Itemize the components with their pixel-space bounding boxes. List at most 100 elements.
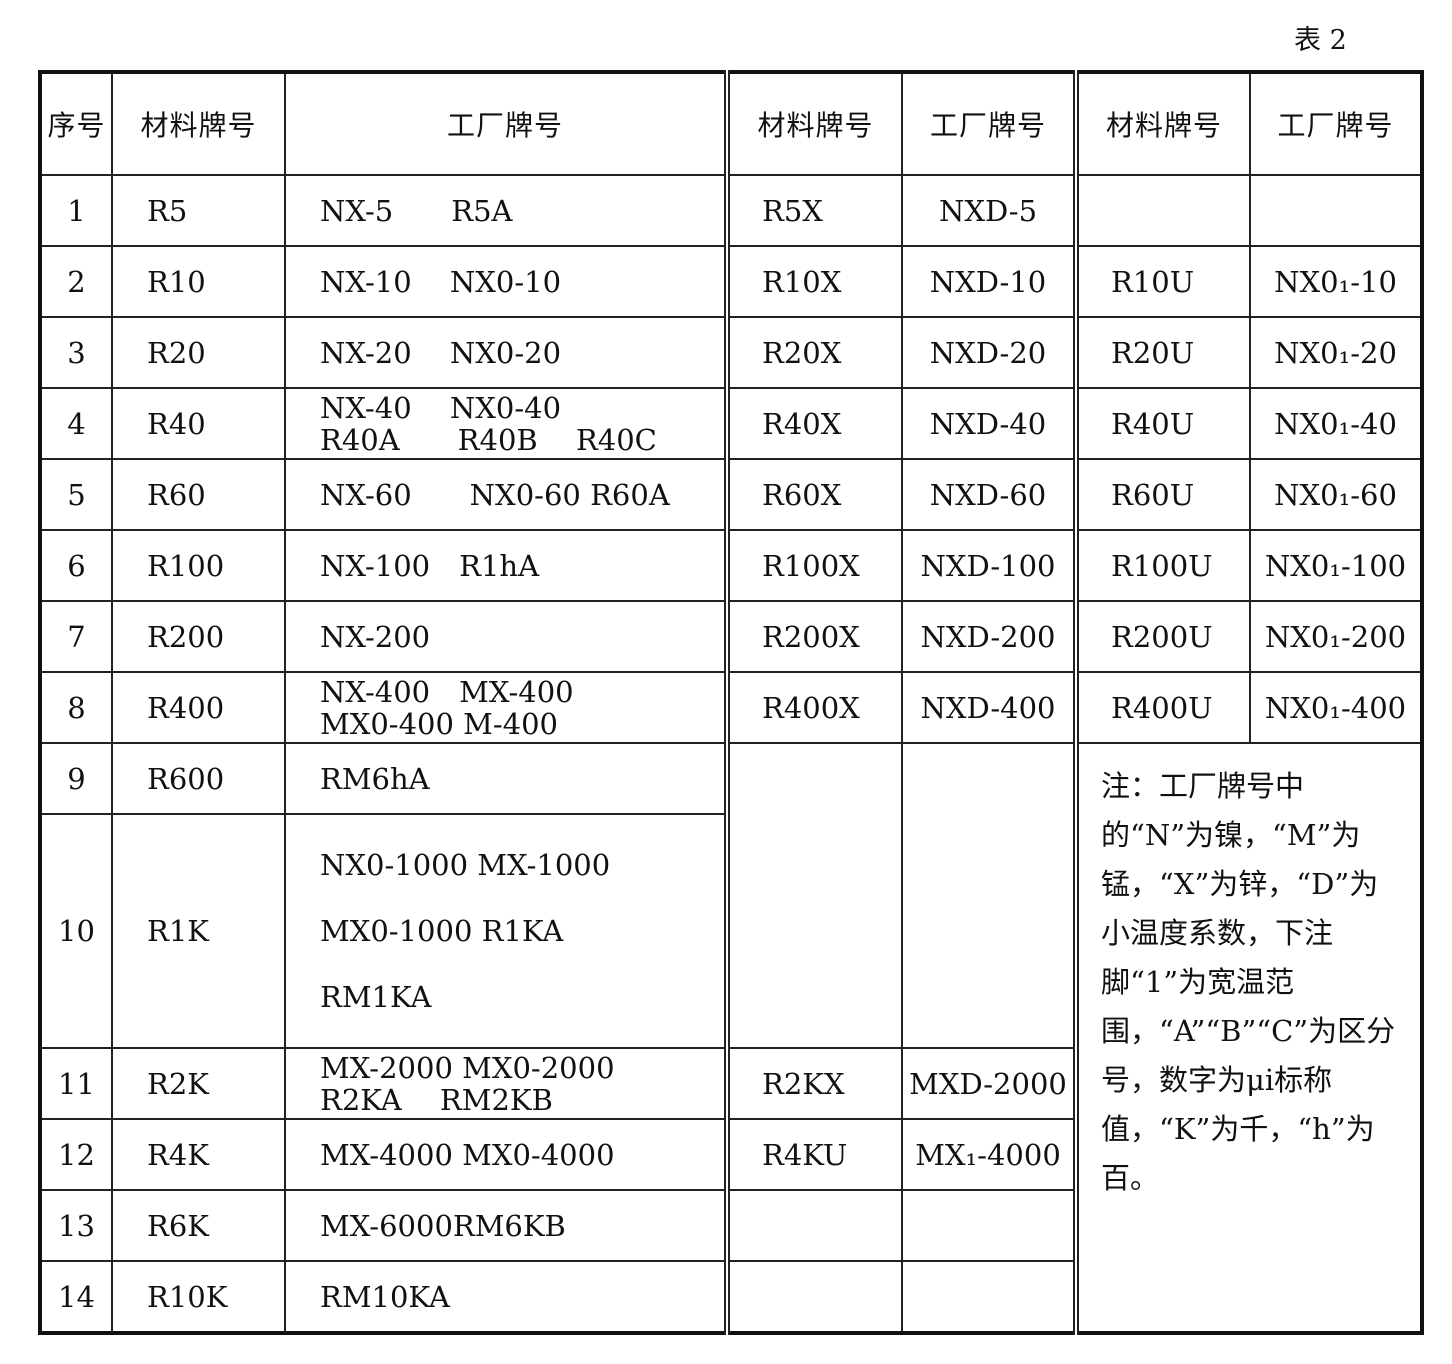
material-grade-table: 序号 材料牌号 工厂牌号 材料牌号 工厂牌号 材料牌号 工厂牌号 1 R5 NX-5… <box>38 70 1424 1335</box>
factory-grade-line: RM1KA <box>320 980 432 1014</box>
factory-grade-2: NXD-40 <box>901 387 1077 460</box>
factory-grades: RM10KA <box>284 1260 728 1334</box>
material-grade: R40 <box>111 387 286 460</box>
factory-grade-line: MX-6000RM6KB <box>320 1208 566 1243</box>
factory-grade-3: NX0₁-400 <box>1249 671 1424 744</box>
factory-grade-line: R2KA RM2KB <box>320 1082 553 1117</box>
factory-grade-line: NX-20 NX0-20 <box>320 335 562 370</box>
table-row: 6 R100 NX-100 R1hA R100X NXD-100 R100U NX0₁-10… <box>38 529 1424 602</box>
material-grade-3: R200U <box>1073 600 1251 673</box>
factory-grade-line: NX-200 <box>320 619 431 654</box>
table-caption: 表 2 <box>1294 25 1347 56</box>
factory-grade-line: MX0-400 M-400 <box>320 706 559 741</box>
material-grade-2: R40X <box>724 387 903 460</box>
material-grade-2: R2KX <box>724 1047 903 1120</box>
material-grade-2: R200X <box>724 600 903 673</box>
material-grade-3: R400U <box>1073 671 1251 744</box>
header-factory-1: 工厂牌号 <box>284 71 728 176</box>
material-grade-2-empty <box>724 742 903 1049</box>
row-number: 11 <box>38 1047 113 1120</box>
row-number: 12 <box>38 1118 113 1191</box>
table-row: 14 R10K RM10KA <box>38 1260 1422 1334</box>
material-grade-3: R20U <box>1073 316 1251 389</box>
factory-grade-3: NX0₁-20 <box>1249 316 1424 389</box>
material-grade-3: R60U <box>1073 458 1251 531</box>
header-row: 序号 材料牌号 工厂牌号 材料牌号 工厂牌号 材料牌号 工厂牌号 <box>38 71 1424 176</box>
material-grade-2: R10X <box>724 245 903 318</box>
table-row: 13 R6K MX-6000RM6KB <box>38 1189 1422 1262</box>
factory-grades: MX-4000 MX0-4000 <box>284 1118 728 1191</box>
material-grade: R4K <box>111 1118 286 1191</box>
factory-grade-line: NX-60 NX0-60 R60A <box>320 477 670 512</box>
material-grade-2: R20X <box>724 316 903 389</box>
row-number: 2 <box>38 245 113 318</box>
factory-grades: RM6hA <box>284 742 728 815</box>
material-grade: R5 <box>111 174 286 247</box>
note-cell: 注：工厂牌号中的“N”为镍，“M”为锰，“X”为锌，“D”为小温度系数，下注脚“… <box>1073 742 1424 1334</box>
row-number: 13 <box>38 1189 113 1262</box>
table-row: 4 R40 NX-40 NX0-40 R40A R40B R40C R40X NXD-40… <box>38 387 1424 460</box>
row-number: 8 <box>38 671 113 744</box>
header-material-1: 材料牌号 <box>111 71 286 176</box>
material-grade: R6K <box>111 1189 286 1262</box>
factory-grade-2: NXD-5 <box>901 174 1077 247</box>
header-factory-3: 工厂牌号 <box>1249 71 1424 176</box>
factory-grades: NX-400 MX-400 MX0-400 M-400 <box>284 671 728 744</box>
factory-grade-2: NXD-10 <box>901 245 1077 318</box>
material-grade-2: R5X <box>724 174 903 247</box>
material-grade: R10 <box>111 245 286 318</box>
row-number: 14 <box>38 1260 113 1334</box>
table-row: 10 R1K NX0-1000 MX-1000 MX0-1000 R1KA RM1KA <box>38 813 1422 1049</box>
factory-grade-3: NX0₁-10 <box>1249 245 1424 318</box>
factory-grade-2: MXD-2000 <box>901 1047 1077 1120</box>
factory-grade-3: NX0₁-60 <box>1249 458 1424 531</box>
factory-grade-2 <box>901 1189 1077 1262</box>
factory-grade-line: MX0-1000 R1KA <box>320 914 564 948</box>
factory-grade-3: NX0₁-40 <box>1249 387 1424 460</box>
factory-grade-3 <box>1249 174 1424 247</box>
table-row: 2 R10 NX-10 NX0-10 R10X NXD-10 R10U NX0₁-10 <box>38 245 1424 318</box>
row-number: 10 <box>38 813 113 1049</box>
table-row: 8 R400 NX-400 MX-400 MX0-400 M-400 R400X NXD-… <box>38 671 1424 744</box>
header-factory-2: 工厂牌号 <box>901 71 1077 176</box>
factory-grades: MX-6000RM6KB <box>284 1189 728 1262</box>
table-row: 9 R600 RM6hA 注：工厂牌号中的“N”为镍，“M”为锰，“X”为锌，“D”为… <box>38 742 1424 1334</box>
row-number: 9 <box>38 742 113 815</box>
header-material-2: 材料牌号 <box>724 71 903 176</box>
header-no: 序号 <box>38 71 113 176</box>
material-grade: R100 <box>111 529 286 602</box>
material-grade-3: R100U <box>1073 529 1251 602</box>
factory-grades: NX-200 <box>284 600 728 673</box>
table-row: 7 R200 NX-200 R200X NXD-200 R200U NX0₁-200 <box>38 600 1424 673</box>
factory-grade-3: NX0₁-200 <box>1249 600 1424 673</box>
material-grade-3 <box>1073 174 1251 247</box>
factory-grade-line: MX-2000 MX0-2000 <box>320 1050 615 1085</box>
factory-grades: NX-60 NX0-60 R60A <box>284 458 728 531</box>
factory-grades: NX-10 NX0-10 <box>284 245 728 318</box>
material-grade-2: R100X <box>724 529 903 602</box>
factory-grade-line: RM10KA <box>320 1279 450 1314</box>
factory-grade-line: NX-400 MX-400 <box>320 674 574 709</box>
factory-grades: NX-20 NX0-20 <box>284 316 728 389</box>
factory-grade-2: NXD-20 <box>901 316 1077 389</box>
factory-grade-2: MX₁-4000 <box>901 1118 1077 1191</box>
table-row: 1 R5 NX-5 R5A R5X NXD-5 <box>38 174 1424 247</box>
table-row: 3 R20 NX-20 NX0-20 R20X NXD-20 R20U NX0₁-20 <box>38 316 1424 389</box>
factory-grade-line: RM6hA <box>320 761 430 796</box>
material-grade-2 <box>724 1260 903 1334</box>
material-grade-2: R4KU <box>724 1118 903 1191</box>
material-grade-3: R40U <box>1073 387 1251 460</box>
table-row: 11 R2K MX-2000 MX0-2000 R2KA RM2KB R2KX MXD-2… <box>38 1047 1422 1120</box>
table-row: 5 R60 NX-60 NX0-60 R60A R60X NXD-60 R60U NX0₁-… <box>38 458 1424 531</box>
factory-grades: NX-5 R5A <box>284 174 728 247</box>
factory-grade-2: NXD-200 <box>901 600 1077 673</box>
factory-grade-line: NX-40 NX0-40 <box>320 390 562 425</box>
factory-grade-line: NX-10 NX0-10 <box>320 264 562 299</box>
material-grade: R60 <box>111 458 286 531</box>
factory-grades: NX-40 NX0-40 R40A R40B R40C <box>284 387 728 460</box>
row-number: 7 <box>38 600 113 673</box>
header-material-3: 材料牌号 <box>1073 71 1251 176</box>
material-grade: R200 <box>111 600 286 673</box>
factory-grade-line: NX-100 R1hA <box>320 548 540 583</box>
material-grade: R10K <box>111 1260 286 1334</box>
